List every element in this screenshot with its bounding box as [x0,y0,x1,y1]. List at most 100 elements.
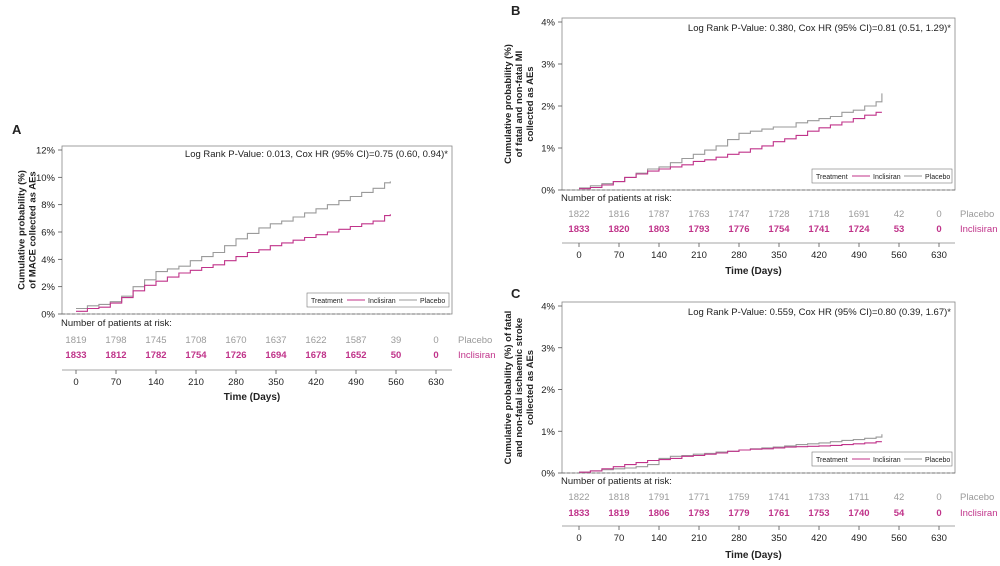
at-risk-value: 1711 [849,492,869,503]
at-risk-value: 1812 [105,350,126,361]
x-tick-label: 280 [731,533,747,544]
at-risk-value: 1798 [105,335,126,346]
legend-box [306,292,450,308]
x-tick-label: 280 [228,377,244,388]
x-tick-label: 490 [851,250,867,261]
plot-frame [561,17,956,191]
x-tick-label: 70 [111,377,122,388]
panel-label: C [511,286,521,301]
at-risk-row-label: Inclisiran [458,350,496,361]
at-risk-row-label: Placebo [960,209,994,220]
at-risk-value: 1763 [688,209,709,220]
x-tick-label: 560 [388,377,404,388]
at-risk-value: 1771 [688,492,709,503]
at-risk-value: 1818 [608,492,629,503]
at-risk-value: 0 [936,508,941,519]
at-risk-value: 1803 [648,224,669,235]
x-tick-label: 630 [428,377,444,388]
at-risk-value: 1754 [768,224,790,235]
at-risk-value: 1694 [265,350,287,361]
at-risk-row-label: Placebo [960,492,994,503]
at-risk-value: 1728 [768,209,789,220]
x-tick-label: 210 [691,533,707,544]
at-risk-value: 0 [936,209,941,220]
at-risk-value: 1652 [345,350,366,361]
x-axis-label: Time (Days) [224,392,281,403]
at-risk-value: 1670 [225,335,246,346]
at-risk-value: 0 [936,224,941,235]
y-axis-label: Cumulative probability (%) of fatal [503,311,514,465]
legend-entry: Placebo [420,298,445,305]
at-risk-value: 42 [894,492,905,503]
x-tick-label: 140 [148,377,164,388]
at-risk-title: Number of patients at risk: [561,476,672,487]
at-risk-value: 1806 [648,508,669,519]
legend-title: Treatment [816,457,848,464]
y-tick-label: 1% [541,144,555,155]
at-risk-value: 1833 [65,350,86,361]
at-risk-row-label: Inclisiran [960,508,998,519]
at-risk-row-label: Inclisiran [960,224,998,235]
x-axis-label: Time (Days) [725,266,782,277]
x-tick-label: 350 [771,250,787,261]
legend-box [811,451,953,467]
stat-annotation: Log Rank P-Value: 0.013, Cox HR (95% CI)… [185,149,448,160]
y-axis-label: Cumulative probability (%) [503,44,514,164]
series-line-inclisiran [579,441,882,473]
at-risk-value: 1740 [848,508,869,519]
y-tick-label: 12% [36,146,56,157]
at-risk-title: Number of patients at risk: [561,193,672,204]
at-risk-value: 1833 [568,508,589,519]
series-line-inclisiran [579,111,882,190]
y-tick-label: 2% [541,102,555,113]
at-risk-value: 53 [894,224,905,235]
legend: Treatment Inclisiran Placebo [811,451,953,467]
at-risk-value: 0 [936,492,941,503]
y-axis-label: and non-fatal ischaemic stroke [514,318,525,457]
y-tick-label: 0% [541,186,555,197]
series-line-placebo [76,181,391,310]
y-axis-label: Cumulative probability (%) [17,170,28,290]
at-risk-value: 39 [391,335,402,346]
at-risk-value: 0 [433,350,438,361]
at-risk-value: 1726 [225,350,246,361]
plot-frame [61,145,453,315]
x-tick-label: 630 [931,533,947,544]
legend-title: Treatment [816,174,848,181]
at-risk-value: 1678 [305,350,326,361]
at-risk-value: 1822 [568,209,589,220]
at-risk-value: 1759 [728,492,749,503]
y-tick-label: 0% [541,469,555,480]
x-axis-label: Time (Days) [725,550,782,561]
at-risk-value: 1820 [608,224,629,235]
at-risk-value: 1776 [728,224,749,235]
panel-a: A 0% 2% 4% 6% 8% 10% 12% Cumulative probability … [12,122,496,403]
legend-entry: Inclisiran [873,174,901,181]
legend-entry: Placebo [925,457,950,464]
x-tick-label: 70 [614,250,625,261]
panel-label: B [511,3,520,18]
at-risk-value: 54 [894,508,905,519]
at-risk-value: 1741 [768,492,789,503]
x-tick-label: 560 [891,533,907,544]
at-risk-value: 1587 [345,335,366,346]
at-risk-value: 1622 [305,335,326,346]
at-risk-value: 1745 [145,335,166,346]
at-risk-value: 1819 [65,335,86,346]
y-tick-label: 1% [541,427,555,438]
y-tick-label: 10% [36,173,56,184]
at-risk-value: 1753 [808,508,829,519]
stat-annotation: Log Rank P-Value: 0.380, Cox HR (95% CI)… [688,23,951,34]
y-axis-label: of MACE collected as AEs [28,171,39,288]
y-tick-label: 3% [541,60,555,71]
x-tick-label: 70 [614,533,625,544]
y-tick-label: 2% [41,282,55,293]
at-risk-value: 1782 [145,350,166,361]
y-tick-label: 4% [41,255,55,266]
x-tick-label: 280 [731,250,747,261]
at-risk-value: 1819 [608,508,629,519]
x-tick-label: 420 [811,250,827,261]
at-risk-value: 1822 [568,492,589,503]
at-risk-row-label: Placebo [458,335,492,346]
